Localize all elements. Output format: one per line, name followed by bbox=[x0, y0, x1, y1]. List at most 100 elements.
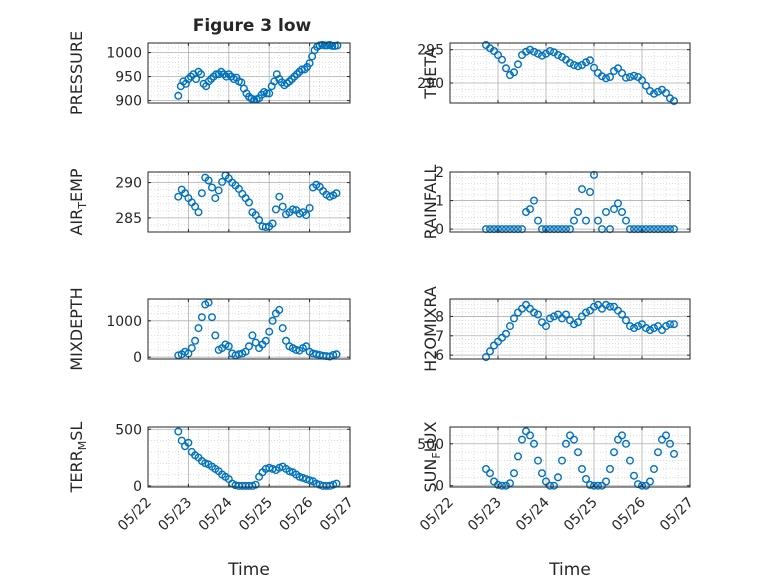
axes-box bbox=[147, 42, 351, 104]
data-point bbox=[305, 59, 314, 68]
data-point bbox=[614, 435, 623, 444]
data-point bbox=[295, 472, 304, 481]
y-axis-label-h2omixra: H2OMIXRA bbox=[421, 286, 440, 372]
data-point bbox=[329, 351, 338, 360]
y-tick-label: 295 bbox=[417, 43, 444, 59]
data-point bbox=[320, 41, 329, 50]
data-point bbox=[244, 198, 253, 207]
data-point bbox=[570, 216, 579, 225]
data-point bbox=[606, 302, 615, 311]
data-point bbox=[526, 431, 535, 440]
data-point bbox=[670, 449, 679, 458]
data-point bbox=[538, 51, 547, 60]
data-point bbox=[218, 177, 227, 186]
data-point bbox=[654, 448, 663, 457]
axes-box bbox=[147, 298, 351, 360]
data-point bbox=[614, 199, 623, 208]
data-point bbox=[305, 203, 314, 212]
data-point bbox=[482, 353, 491, 362]
data-point bbox=[642, 324, 651, 333]
data-point bbox=[562, 310, 571, 319]
data-point bbox=[174, 91, 183, 100]
minor-grid bbox=[148, 172, 350, 233]
data-point bbox=[582, 475, 591, 484]
data-point bbox=[494, 51, 503, 60]
y-axis-label-mixdepth: MIXDEPTH bbox=[67, 287, 86, 370]
data-point bbox=[482, 465, 491, 474]
data-point bbox=[248, 331, 257, 340]
data-point bbox=[278, 202, 287, 211]
data-point bbox=[658, 435, 667, 444]
minor-grid bbox=[450, 426, 690, 487]
data-point bbox=[224, 70, 233, 79]
y-tick-label: 0 bbox=[435, 479, 444, 495]
data-point bbox=[184, 74, 193, 83]
data-point bbox=[546, 47, 555, 56]
data-point bbox=[634, 322, 643, 331]
minor-grid bbox=[148, 427, 350, 487]
data-point bbox=[626, 322, 635, 331]
data-series-h2omixra bbox=[482, 300, 679, 362]
data-point bbox=[642, 481, 651, 490]
y-axis-label-theta: THETA bbox=[421, 47, 440, 99]
y-tick-label: 0 bbox=[133, 479, 142, 495]
data-point bbox=[261, 223, 270, 232]
data-point bbox=[538, 469, 547, 478]
axes-box bbox=[449, 298, 691, 360]
data-series-air_temp bbox=[174, 171, 341, 232]
y-tick-label: 1 bbox=[435, 194, 444, 210]
data-point bbox=[490, 47, 499, 56]
data-point bbox=[302, 475, 311, 484]
data-point bbox=[546, 314, 555, 323]
data-point bbox=[550, 312, 559, 321]
data-point bbox=[662, 431, 671, 440]
data-point bbox=[522, 427, 531, 436]
data-point bbox=[566, 431, 575, 440]
y-axis-label-air-temp: AIRTEMP bbox=[67, 168, 89, 235]
data-point bbox=[191, 74, 200, 83]
data-point bbox=[622, 73, 631, 82]
data-point bbox=[222, 72, 231, 81]
data-point bbox=[214, 186, 223, 195]
data-point bbox=[534, 456, 543, 465]
y-axis-label-terr-msl: TERRMSL bbox=[67, 422, 89, 494]
data-point bbox=[194, 208, 203, 217]
data-point bbox=[275, 305, 284, 314]
data-point bbox=[207, 313, 216, 322]
data-point bbox=[586, 187, 595, 196]
data-point bbox=[606, 72, 615, 81]
minor-grid bbox=[450, 42, 690, 104]
data-point bbox=[502, 481, 511, 490]
major-grid bbox=[450, 43, 690, 103]
data-point bbox=[590, 63, 599, 72]
data-point bbox=[574, 207, 583, 216]
data-point bbox=[498, 481, 507, 490]
data-point bbox=[224, 342, 233, 351]
data-series-theta bbox=[482, 41, 679, 105]
data-point bbox=[510, 469, 519, 478]
data-point bbox=[662, 88, 671, 97]
data-point bbox=[211, 194, 220, 203]
data-point bbox=[530, 308, 539, 317]
data-point bbox=[666, 439, 675, 448]
data-series-sun_flux bbox=[482, 427, 679, 490]
data-point bbox=[534, 310, 543, 319]
y-tick-label: 500 bbox=[417, 437, 444, 453]
major-grid bbox=[148, 43, 350, 103]
data-point bbox=[219, 70, 228, 79]
data-point bbox=[526, 205, 535, 214]
y-axis-label-sun-flux: SUNFLUX bbox=[421, 421, 443, 492]
data-point bbox=[227, 72, 236, 81]
data-point bbox=[614, 64, 623, 73]
y-tick-label: 1000 bbox=[106, 314, 142, 330]
data-point bbox=[546, 481, 555, 490]
data-point bbox=[590, 481, 599, 490]
data-point bbox=[578, 185, 587, 194]
data-point bbox=[207, 183, 216, 192]
data-point bbox=[598, 481, 607, 490]
data-point bbox=[618, 68, 627, 77]
subplot-mixdepth: 0 1000 MIXDEPTH bbox=[67, 287, 351, 371]
data-point bbox=[526, 45, 535, 54]
data-point bbox=[510, 68, 519, 77]
